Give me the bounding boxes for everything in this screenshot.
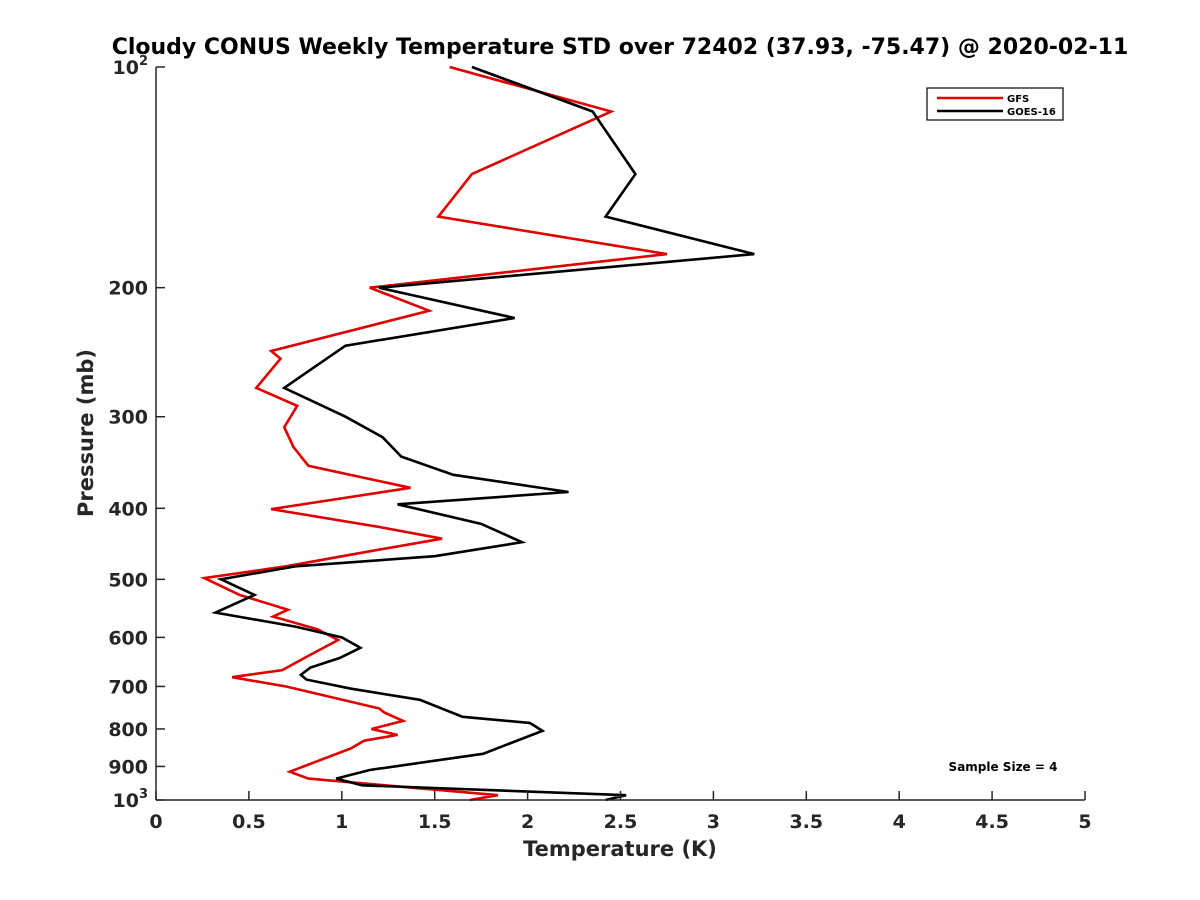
y-axis-label: Pressure (mb): [74, 349, 98, 517]
legend-label: GOES-16: [1007, 107, 1056, 118]
y-tick-label: 103: [113, 787, 149, 812]
legend-box: [926, 87, 1064, 121]
y-tick-label: 600: [108, 627, 148, 649]
legend-label: GFS: [1007, 94, 1029, 105]
y-tick-label: 400: [108, 498, 148, 520]
x-tick-label: 0.5: [232, 811, 266, 833]
series-line-goes-16: [211, 65, 755, 802]
x-tick-label: 4.5: [975, 811, 1009, 833]
x-tick-label: 0: [149, 811, 162, 833]
y-tick-label: 200: [108, 278, 148, 300]
x-tick-label: 3: [707, 811, 720, 833]
x-tick-label: 5: [1078, 811, 1091, 833]
y-tick-label: 800: [108, 719, 148, 741]
x-tick-label: 3.5: [789, 811, 823, 833]
x-tick-label: 2: [521, 811, 534, 833]
sample-size-annotation: Sample Size = 4: [949, 760, 1058, 774]
y-tick-label: 900: [108, 756, 148, 778]
y-tick-label: 500: [108, 569, 148, 591]
y-tick-label: 300: [108, 407, 148, 429]
y-tick-label: 700: [108, 676, 148, 698]
x-axis-label: Temperature (K): [523, 837, 717, 861]
legend: GFS GOES-16: [926, 87, 1064, 121]
x-tick-label: 2.5: [604, 811, 638, 833]
x-tick-label: 1: [335, 811, 348, 833]
x-tick-label: 4: [893, 811, 906, 833]
chart-title: Cloudy CONUS Weekly Temperature STD over…: [112, 35, 1129, 60]
x-tick-label: 1.5: [418, 811, 452, 833]
series-layer: [199, 65, 755, 802]
y-tick-label: 102: [113, 54, 149, 79]
axes-layer: 0 0.5 1 1.5 2 2.5 3 3.5 4 4.5 5 102 200 300 400 500 600 7…: [108, 54, 1091, 833]
series-line-gfs: [199, 65, 668, 802]
